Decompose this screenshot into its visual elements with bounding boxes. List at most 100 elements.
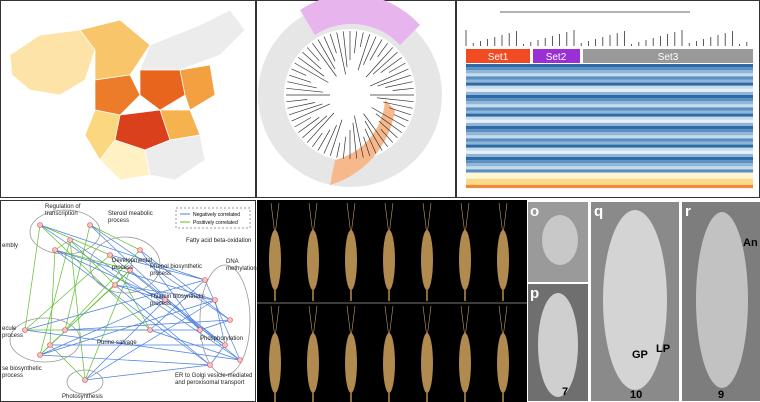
cluster — [66, 369, 104, 395]
node — [112, 282, 118, 288]
branch — [306, 112, 335, 143]
branch — [363, 136, 371, 156]
heat-row — [466, 95, 753, 99]
edge — [39, 299, 166, 356]
tree — [258, 0, 442, 187]
heat-row — [466, 73, 753, 77]
awn — [502, 202, 508, 236]
awn — [312, 202, 318, 236]
node-label: Phosphorylation — [200, 336, 243, 342]
node — [212, 297, 218, 303]
edge — [89, 224, 141, 251]
edge — [84, 299, 166, 381]
heat-row — [466, 147, 753, 151]
spike — [383, 333, 395, 393]
spike — [383, 230, 395, 290]
node-label-line: Thiamin biosynthetic — [150, 294, 205, 300]
awn — [350, 202, 356, 236]
heat-row — [466, 107, 753, 111]
branch — [380, 128, 394, 143]
edge — [24, 254, 111, 331]
spike — [459, 333, 471, 393]
stage-label: 10 — [630, 389, 642, 401]
branch — [317, 129, 331, 151]
node — [222, 342, 228, 348]
branch — [364, 120, 383, 151]
cluster — [29, 209, 101, 255]
branch — [329, 34, 337, 54]
branch — [377, 74, 411, 87]
node-label: Purine salvage — [97, 340, 137, 346]
branch — [342, 31, 348, 68]
branch — [354, 31, 358, 54]
awn — [426, 305, 432, 339]
awn — [422, 202, 428, 236]
edge — [89, 224, 231, 321]
edge — [54, 249, 166, 301]
set-bar — [466, 49, 530, 63]
branch — [312, 43, 337, 77]
awn — [270, 202, 276, 236]
node-label-line: ecule — [2, 326, 17, 332]
panel-label: q — [594, 203, 603, 220]
sem-organ — [538, 293, 578, 397]
node-label: Thiamin biosynthetic process — [150, 294, 205, 307]
node — [67, 237, 73, 243]
node-label-line: process — [2, 333, 23, 339]
edge — [209, 344, 226, 366]
branch — [357, 34, 371, 71]
heat-row — [466, 153, 753, 158]
awn — [274, 202, 280, 236]
spike — [497, 230, 509, 290]
node-label: Photosynthesis — [62, 394, 103, 400]
node-label: se biosynthetic process — [2, 366, 42, 379]
node-label-line: Developmental — [112, 258, 152, 264]
region — [179, 64, 216, 111]
node — [37, 222, 43, 228]
awn — [384, 202, 390, 236]
edge — [149, 279, 206, 331]
edge — [84, 299, 216, 381]
node-label-line: process — [112, 265, 133, 271]
node-label: Phenol biosynthetic process — [150, 264, 202, 277]
spike — [269, 333, 281, 393]
node-label: ecule process — [2, 326, 23, 339]
branch — [286, 99, 308, 103]
heat-row — [466, 104, 753, 108]
heat-row — [466, 150, 753, 154]
arrow-label: LP — [656, 343, 670, 355]
tree-highlight — [330, 100, 395, 185]
edge — [84, 364, 211, 381]
heat-row — [466, 119, 753, 123]
node-label-line: se biosynthetic — [2, 366, 42, 372]
panel-label: r — [685, 203, 691, 220]
awn — [502, 305, 508, 339]
node — [207, 362, 213, 368]
edge — [49, 249, 56, 346]
node-label-line: process — [2, 373, 23, 379]
spike — [307, 230, 319, 290]
cluster — [89, 236, 161, 294]
heat-row — [466, 172, 753, 176]
map — [9, 9, 246, 181]
node — [22, 327, 28, 333]
panel-label: o — [530, 203, 539, 220]
awn — [388, 202, 394, 236]
heat-row — [466, 157, 753, 161]
awn — [308, 202, 314, 236]
node — [87, 222, 93, 228]
branch — [302, 51, 322, 70]
awn — [388, 305, 394, 339]
node — [37, 352, 43, 358]
awn — [426, 202, 432, 236]
set-label: Set3 — [658, 52, 679, 63]
node-label-line: process — [150, 301, 171, 307]
branch — [375, 113, 402, 133]
branch — [383, 101, 413, 109]
node-label: embly — [2, 243, 18, 249]
set-bar — [533, 49, 580, 63]
branch — [298, 117, 320, 133]
edge — [214, 299, 226, 346]
branch — [365, 47, 394, 78]
branch — [286, 87, 324, 93]
